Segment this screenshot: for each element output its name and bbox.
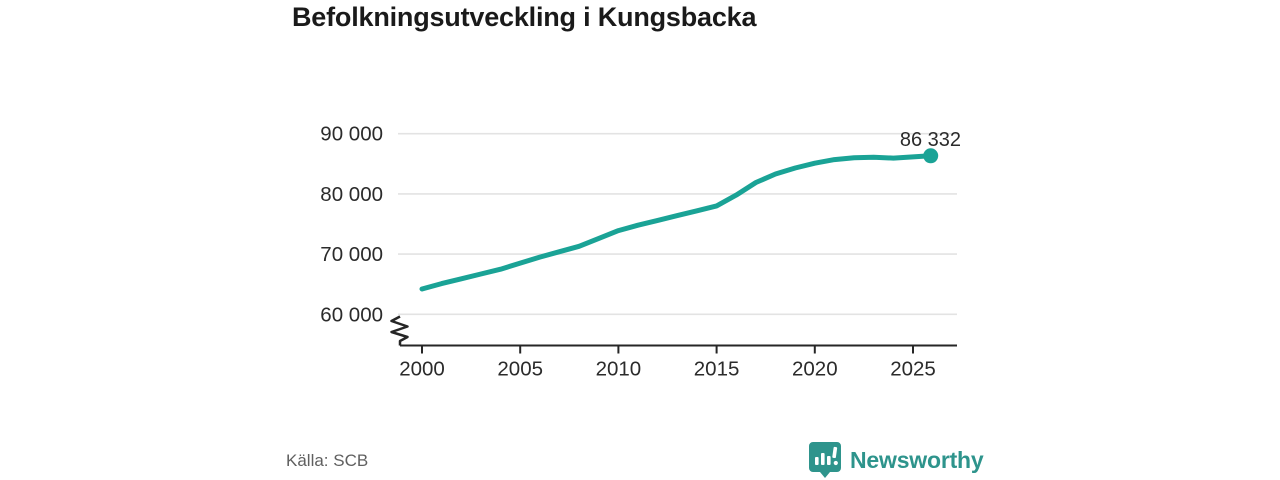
y-axis-break-icon [390, 315, 409, 346]
x-tick-label-2015: 2015 [694, 358, 740, 381]
latest-value-dot [923, 148, 939, 164]
y-tick-label-80000: 80 000 [320, 183, 383, 206]
newsworthy-logo[interactable]: Newsworthy [808, 441, 984, 479]
x-tick-label-2005: 2005 [497, 358, 543, 381]
y-tick-label-60000: 60 000 [320, 303, 383, 326]
latest-value-label: 86 332 [900, 129, 961, 151]
x-tick-label-2000: 2000 [399, 358, 445, 381]
y-axis-tick-labels: 60 000 70 000 80 000 90 000 [320, 123, 383, 327]
newsworthy-speech-bubble-bar-chart-icon [809, 442, 841, 478]
y-tick-label-90000: 90 000 [320, 123, 383, 146]
chart-title: Befolkningsutveckling i Kungsbacka [292, 2, 757, 32]
population-line [419, 153, 934, 292]
brand-name: Newsworthy [850, 446, 984, 473]
y-tick-label-70000: 70 000 [320, 243, 383, 266]
source-label: Källa: SCB [286, 451, 369, 470]
x-tick-label-2020: 2020 [792, 358, 838, 381]
gridlines [398, 132, 957, 316]
x-tick-label-2010: 2010 [596, 358, 642, 381]
x-axis: 2000 2005 2010 2015 2020 2025 [399, 344, 957, 381]
x-tick-label-2025: 2025 [890, 358, 936, 381]
